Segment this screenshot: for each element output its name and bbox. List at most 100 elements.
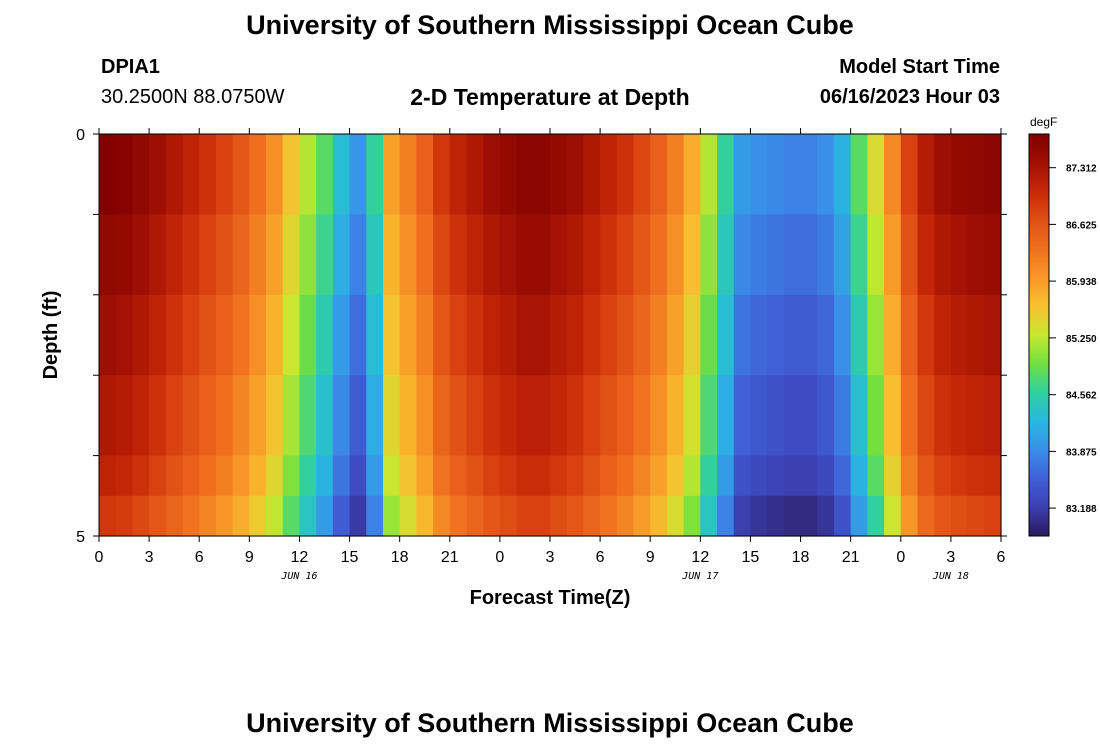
x-tick-label: 21: [842, 549, 860, 566]
heatmap-cell: [550, 495, 568, 537]
heatmap-cell: [115, 375, 133, 457]
heatmap-cell: [466, 134, 484, 215]
heatmap-cell: [817, 455, 835, 497]
x-tick-label: 12: [291, 549, 309, 566]
date-label: JUN 17: [681, 571, 718, 582]
heatmap-cell: [566, 455, 584, 497]
heatmap-cell: [633, 134, 651, 215]
heatmap-cell: [99, 134, 117, 215]
heatmap-cell: [700, 214, 718, 296]
heatmap-cell: [967, 375, 985, 457]
heatmap-cell: [349, 455, 367, 497]
heatmap-cell: [349, 134, 367, 215]
heatmap-cell: [516, 455, 534, 497]
heatmap-cell: [449, 294, 468, 376]
heatmap-cell: [917, 294, 935, 376]
heatmap-cell: [182, 375, 200, 457]
heatmap-cell: [833, 134, 852, 215]
heatmap-cell: [499, 375, 518, 457]
heatmap-cell: [416, 375, 434, 457]
heatmap-cell: [282, 455, 301, 497]
heatmap-cell: [499, 294, 518, 376]
heatmap-cell: [717, 455, 735, 497]
heatmap-cell: [750, 134, 768, 215]
heatmap-cell: [950, 375, 969, 457]
heatmap-cell: [850, 134, 868, 215]
heatmap-cell: [533, 455, 551, 497]
heatmap-cell: [600, 214, 618, 296]
heatmap-cell: [533, 375, 551, 457]
heatmap-cell: [433, 495, 451, 537]
heatmap-cell: [750, 294, 768, 376]
chart-subtitle: 2-D Temperature at Depth: [410, 84, 690, 110]
heatmap-cell: [566, 294, 584, 376]
heatmap-cell: [917, 495, 935, 537]
heatmap-cell: [666, 455, 685, 497]
x-tick-label: 15: [742, 549, 760, 566]
heatmap-cell: [282, 495, 301, 537]
heatmap-cell: [232, 134, 250, 215]
heatmap-cell: [416, 455, 434, 497]
heatmap-cell: [650, 455, 668, 497]
heatmap-cell: [767, 455, 785, 497]
heatmap-cell: [850, 495, 868, 537]
heatmap-cell: [282, 294, 301, 376]
date-label: JUN 18: [932, 571, 969, 582]
heatmap-cell: [449, 495, 468, 537]
heatmap-cell: [800, 134, 818, 215]
heatmap-cell: [533, 294, 551, 376]
heatmap-cell: [683, 455, 701, 497]
heatmap-cell: [984, 134, 1002, 215]
heatmap-cell: [984, 495, 1002, 537]
heatmap-cell: [132, 375, 150, 457]
heatmap-cell: [366, 375, 384, 457]
heatmap-cell: [600, 455, 618, 497]
heatmap-cell: [683, 214, 701, 296]
heatmap-cell: [132, 455, 150, 497]
heatmap-cell: [449, 375, 468, 457]
heatmap-cell: [165, 495, 184, 537]
heatmap-cell: [316, 495, 334, 537]
heatmap-cell: [316, 375, 334, 457]
heatmap-cell: [917, 214, 935, 296]
heatmap-cell: [332, 134, 351, 215]
heatmap-cell: [566, 375, 584, 457]
heatmap-cell: [132, 134, 150, 215]
heatmap-cell: [316, 214, 334, 296]
heatmap-cell: [215, 495, 234, 537]
heatmap-cell: [550, 294, 568, 376]
heatmap-cell: [182, 495, 200, 537]
heatmap-cell: [616, 294, 635, 376]
heatmap-cell: [717, 294, 735, 376]
heatmap-cell: [750, 495, 768, 537]
heatmap-cell: [366, 214, 384, 296]
heatmap-cell: [149, 214, 167, 296]
heatmap-cell: [182, 134, 200, 215]
heatmap-cell: [149, 375, 167, 457]
heatmap-cell: [165, 214, 184, 296]
heatmap-cell: [817, 134, 835, 215]
heatmap-cell: [249, 134, 267, 215]
heatmap-cell: [99, 375, 117, 457]
heatmap-cell: [199, 375, 217, 457]
heatmap-cell: [483, 495, 501, 537]
heatmap-cell: [399, 375, 417, 457]
heatmap-cell: [967, 495, 985, 537]
heatmap-cell: [215, 214, 234, 296]
heatmap-cell: [516, 134, 534, 215]
heatmap-cell: [934, 375, 952, 457]
date-label: JUN 16: [280, 571, 317, 582]
heatmap-cell: [950, 294, 969, 376]
heatmap-cell: [382, 495, 401, 537]
heatmap-cell: [934, 495, 952, 537]
heatmap-cell: [934, 455, 952, 497]
heatmap-cell: [884, 495, 902, 537]
colorbar-tick-label: 84.562: [1066, 391, 1097, 402]
heatmap-cell: [767, 495, 785, 537]
x-tick-label: 18: [792, 549, 810, 566]
heatmap-cell: [215, 375, 234, 457]
heatmap-cell: [349, 294, 367, 376]
heatmap-cell: [967, 134, 985, 215]
heatmap-cell: [483, 214, 501, 296]
heatmap-cell: [433, 214, 451, 296]
